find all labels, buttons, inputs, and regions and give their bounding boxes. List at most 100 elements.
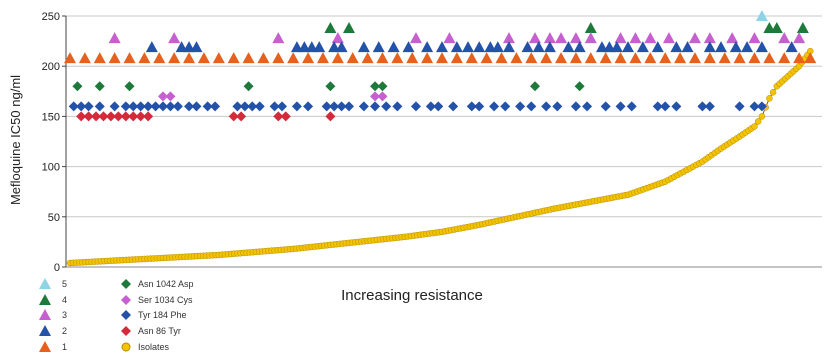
copy1-point-44 [718, 52, 731, 64]
copy3-point-6 [502, 32, 515, 44]
copy1-point-6 [153, 52, 166, 64]
isolate-point-221 [751, 123, 758, 130]
tyr184-point-24 [303, 101, 314, 112]
asn1042-point-3 [243, 81, 254, 92]
copy3-point-18 [726, 32, 739, 44]
copy4-point-5 [796, 22, 809, 34]
copy1-point-27 [465, 52, 478, 64]
copy3-point-7 [529, 32, 541, 44]
copy1-point-46 [748, 52, 761, 64]
asn86-point-11 [236, 111, 247, 122]
legend-copy-marker-5 [39, 278, 51, 289]
asn86-point-2 [91, 111, 102, 122]
tyr184-point-8 [143, 101, 154, 112]
copy2-point-36 [715, 41, 727, 53]
copy1-point-38 [629, 52, 642, 64]
asn86-point-5 [113, 111, 124, 122]
tyr184-point-50 [652, 101, 663, 112]
tyr184-point-7 [135, 101, 146, 112]
copy3-point-14 [644, 32, 657, 44]
copy3-point-16 [688, 32, 701, 44]
tyr184-point-38 [474, 101, 485, 112]
copy3-point-13 [629, 32, 642, 44]
tyr184-point-21 [269, 101, 280, 112]
legend-mutation-marker-2 [121, 310, 131, 320]
copy3-point-21 [793, 32, 806, 44]
mutation-points [64, 10, 817, 122]
copy2-point-0 [145, 41, 158, 53]
tyr184-point-51 [660, 101, 671, 112]
copy3-point-15 [662, 32, 675, 44]
copy4-point-0 [324, 22, 337, 34]
copy1-point-20 [361, 52, 374, 64]
isolate-point-225 [766, 95, 773, 102]
ser1034-point-0 [158, 91, 168, 102]
tyr184-point-55 [734, 101, 745, 112]
legend-copy-label-3: 3 [62, 310, 67, 320]
copy1-point-25 [436, 52, 448, 64]
legend-copy-marker-1 [39, 341, 51, 352]
copy1-point-26 [450, 52, 463, 64]
isolate-point-223 [758, 113, 766, 120]
tyr184-point-34 [425, 101, 436, 112]
copy1-point-0 [64, 52, 76, 64]
copy5-point-0 [755, 10, 768, 21]
grid-lines [65, 15, 822, 268]
copy2-point-25 [562, 41, 575, 53]
legend-mutation-marker-3 [121, 326, 131, 336]
asn86-point-4 [105, 111, 116, 122]
copy3-point-19 [748, 32, 761, 44]
copy3-point-3 [331, 32, 344, 44]
copy2-point-10 [357, 41, 370, 53]
copy3-point-10 [569, 32, 582, 44]
asn1042-point-7 [530, 81, 540, 92]
tyr184-point-29 [358, 101, 369, 112]
copy1-point-23 [406, 52, 419, 64]
copy3-point-1 [168, 32, 181, 44]
copy1-point-3 [108, 52, 121, 64]
tyr184-point-12 [172, 101, 183, 112]
tyr184-point-13 [184, 101, 195, 112]
copy1-point-9 [197, 52, 210, 64]
copy3-point-4 [409, 32, 422, 44]
copy1-point-42 [688, 52, 701, 64]
tyr184-point-40 [500, 101, 511, 112]
copy4-point-2 [584, 22, 597, 34]
copy1-point-15 [287, 52, 300, 64]
copy2-point-17 [462, 41, 475, 53]
tyr184-point-39 [489, 101, 500, 112]
copy1-point-40 [659, 52, 672, 64]
tyr184-point-48 [615, 101, 626, 112]
tyr184-point-43 [541, 101, 552, 112]
y-tick-label-150: 150 [42, 111, 60, 123]
tyr184-point-30 [370, 101, 381, 112]
copy2-point-23 [532, 41, 545, 53]
copy2-point-29 [610, 41, 623, 53]
legend-copy-label-2: 2 [62, 326, 67, 336]
copy1-point-21 [376, 52, 389, 64]
copy1-point-4 [123, 52, 136, 64]
copy2-point-13 [402, 41, 415, 53]
tyr184-point-57 [756, 101, 767, 112]
copy1-point-24 [421, 52, 434, 64]
copy3-point-17 [703, 32, 716, 44]
copy2-point-7 [313, 41, 326, 53]
tyr184-point-41 [515, 101, 526, 112]
copy2-point-15 [436, 41, 448, 53]
legend-copy-marker-3 [39, 309, 51, 320]
copy2-point-9 [335, 41, 348, 53]
tyr184-point-25 [321, 101, 332, 112]
tyr184-point-46 [582, 101, 593, 112]
legend-copy-label-5: 5 [62, 279, 67, 289]
y-tick-label-0: 0 [54, 262, 60, 274]
asn1042-point-4 [325, 81, 336, 92]
tyr184-point-44 [552, 101, 563, 112]
copy1-point-45 [733, 52, 746, 64]
tyr184-point-5 [120, 101, 131, 112]
copy2-point-30 [622, 41, 634, 53]
tyr184-point-33 [410, 101, 421, 112]
asn1042-point-0 [72, 81, 83, 92]
copy1-point-22 [391, 52, 404, 64]
copy2-point-32 [651, 41, 664, 53]
